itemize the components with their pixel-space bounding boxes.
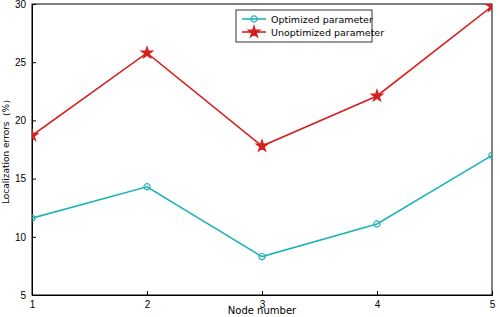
- tick-label: 30: [15, 0, 27, 10]
- plot: 1234551015202530Optimized parameterUnopt…: [15, 0, 498, 310]
- series-group: [32, 4, 492, 260]
- legend: Optimized parameter Unoptimized parameter: [236, 10, 384, 42]
- legend-line: [242, 18, 266, 20]
- series-marker: [371, 90, 382, 101]
- series-line: [32, 6, 492, 146]
- series-marker: [144, 184, 150, 190]
- tick-mark: [492, 291, 493, 295]
- tick-label: 20: [15, 115, 27, 126]
- series-marker: [374, 221, 380, 227]
- tick: 2: [145, 291, 151, 310]
- plot-frame: [32, 4, 492, 295]
- legend-marker: [251, 16, 257, 22]
- tick-label: 10: [15, 232, 27, 243]
- legend-label: Unoptimized parameter: [271, 27, 384, 38]
- y-axis-title: Localization errors（%）: [1, 95, 11, 204]
- tick: 25: [15, 57, 36, 68]
- series-line: [32, 155, 492, 256]
- tick-mark: [147, 291, 148, 295]
- tick-mark: [262, 291, 263, 295]
- series-marker: [489, 152, 492, 158]
- series-marker: [259, 253, 265, 259]
- series-marker: [141, 47, 152, 58]
- tick-mark: [32, 179, 36, 180]
- tick: 4: [375, 291, 381, 310]
- tick-mark: [32, 237, 36, 238]
- tick-label: 15: [15, 173, 27, 184]
- legend-marker: [248, 26, 259, 37]
- chart: 1234551015202530Optimized parameterUnopt…: [0, 0, 500, 317]
- y-axis: 5 10 15 20 25 30: [15, 0, 36, 301]
- tick: 5: [490, 291, 496, 310]
- tick: 15: [15, 173, 36, 184]
- series-marker: [256, 140, 267, 151]
- tick-mark: [32, 295, 36, 296]
- tick-label: 1: [30, 299, 36, 310]
- axis-line: [33, 291, 493, 296]
- x-axis-title: Node number: [228, 305, 297, 316]
- tick: 10: [15, 232, 36, 243]
- tick-mark: [32, 4, 36, 5]
- tick: 20: [15, 115, 36, 126]
- tick-label: 2: [145, 299, 151, 310]
- tick-label: 5: [490, 299, 496, 310]
- axis-line: [33, 5, 37, 296]
- legend-label: Optimized parameter: [271, 14, 373, 25]
- tick-mark: [377, 291, 378, 295]
- tick: 30: [15, 0, 36, 10]
- tick-label: 5: [20, 290, 26, 301]
- tick-label: 4: [375, 299, 381, 310]
- series-marker: [32, 130, 38, 141]
- tick-label: 25: [15, 57, 27, 68]
- tick-mark: [32, 120, 36, 121]
- tick-mark: [32, 62, 36, 63]
- tick: 5: [20, 290, 36, 301]
- series-marker: [32, 215, 35, 221]
- series-marker: [486, 4, 492, 11]
